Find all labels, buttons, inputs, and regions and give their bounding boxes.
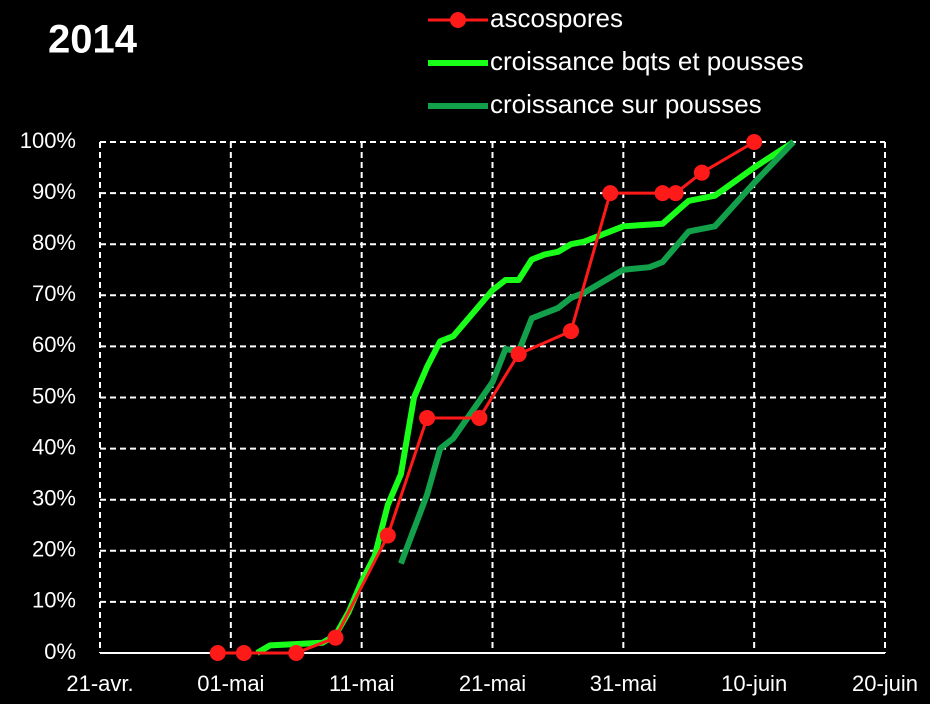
marker <box>419 409 436 426</box>
legend-label: ascospores <box>490 3 623 33</box>
marker <box>327 629 344 646</box>
x-tick-label: 21-mai <box>459 671 526 696</box>
y-tick-label: 70% <box>32 281 76 306</box>
y-tick-label: 10% <box>32 588 76 613</box>
y-tick-label: 40% <box>32 434 76 459</box>
marker <box>235 645 252 661</box>
y-tick-label: 80% <box>32 230 76 255</box>
marker <box>288 645 305 661</box>
x-tick-label: 21-avr. <box>66 671 133 696</box>
y-tick-label: 50% <box>32 383 76 408</box>
x-tick-label: 01-mai <box>197 671 264 696</box>
x-tick-label: 10-juin <box>721 671 787 696</box>
legend-label: croissance bqts et pousses <box>490 46 804 76</box>
marker <box>510 346 527 363</box>
x-tick-label: 20-juin <box>852 671 918 696</box>
y-tick-label: 30% <box>32 486 76 511</box>
y-tick-label: 90% <box>32 179 76 204</box>
x-tick-label: 31-mai <box>590 671 657 696</box>
marker <box>654 185 671 202</box>
y-tick-label: 60% <box>32 332 76 357</box>
marker <box>379 527 396 544</box>
y-tick-label: 0% <box>44 639 76 664</box>
chart-title: 2014 <box>48 18 138 62</box>
x-tick-label: 11-mai <box>329 671 395 696</box>
marker <box>667 185 684 202</box>
legend-label: croissance sur pousses <box>490 89 762 119</box>
series-line <box>398 139 796 565</box>
marker <box>209 645 226 661</box>
marker <box>746 134 763 150</box>
y-tick-label: 100% <box>20 128 76 153</box>
marker <box>602 185 619 202</box>
marker <box>471 409 488 426</box>
marker <box>693 164 710 181</box>
legend-marker <box>450 12 466 28</box>
marker <box>563 323 579 340</box>
y-tick-label: 20% <box>32 537 76 562</box>
